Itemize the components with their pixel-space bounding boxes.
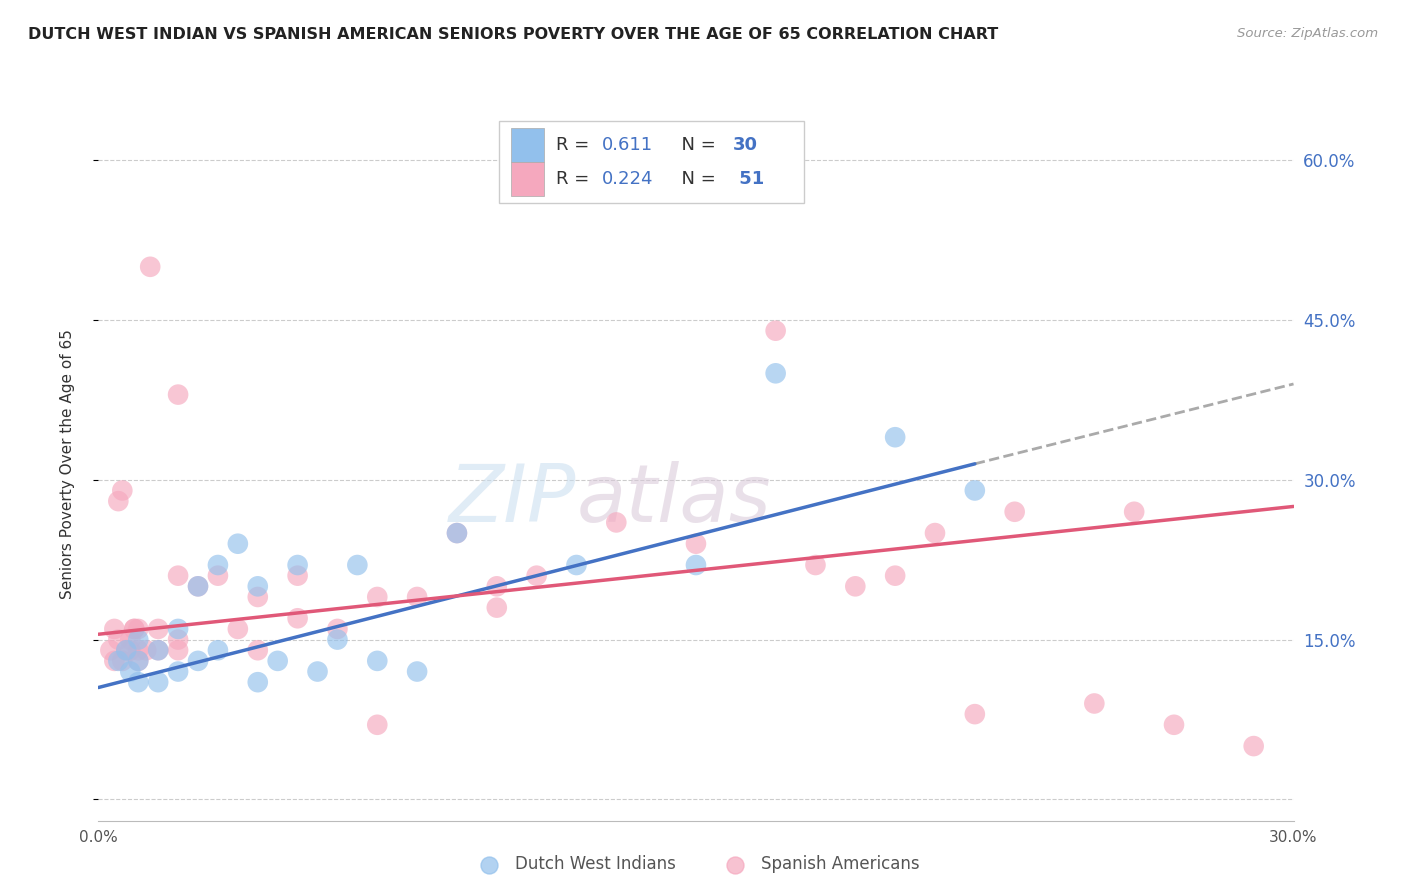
Point: [111, 654, 134, 668]
Point: [844, 579, 866, 593]
Point: [167, 568, 190, 582]
Text: N =: N =: [669, 136, 721, 153]
Point: [1163, 718, 1185, 732]
Point: [115, 643, 138, 657]
FancyBboxPatch shape: [499, 121, 804, 203]
Point: [287, 568, 309, 582]
Point: [307, 665, 329, 679]
Point: [765, 367, 787, 381]
Point: [1083, 697, 1105, 711]
Point: [246, 579, 269, 593]
Point: [485, 579, 508, 593]
Point: [685, 558, 707, 572]
Point: [207, 643, 229, 657]
Point: [107, 494, 129, 508]
Point: [120, 643, 142, 657]
Point: [124, 622, 146, 636]
Point: [167, 643, 190, 657]
Text: 0.611: 0.611: [602, 136, 652, 153]
Y-axis label: Seniors Poverty Over the Age of 65: Seniors Poverty Over the Age of 65: [60, 329, 75, 599]
Point: [246, 675, 269, 690]
Point: [485, 600, 508, 615]
Point: [127, 643, 149, 657]
Legend: Dutch West Indians, Spanish Americans: Dutch West Indians, Spanish Americans: [465, 849, 927, 880]
Point: [167, 632, 190, 647]
Point: [167, 622, 190, 636]
Point: [207, 558, 229, 572]
Text: 30: 30: [733, 136, 758, 153]
Point: [127, 654, 149, 668]
Text: atlas: atlas: [576, 460, 772, 539]
Text: 51: 51: [733, 170, 765, 188]
Text: N =: N =: [669, 170, 721, 188]
Point: [167, 387, 190, 401]
Point: [963, 483, 986, 498]
Point: [765, 324, 787, 338]
Point: [287, 558, 309, 572]
Point: [103, 622, 125, 636]
Point: [804, 558, 827, 572]
Point: [148, 675, 170, 690]
Point: [366, 718, 388, 732]
Point: [924, 526, 946, 541]
Point: [287, 611, 309, 625]
Point: [107, 654, 129, 668]
Point: [107, 632, 129, 647]
Point: [884, 568, 907, 582]
Text: DUTCH WEST INDIAN VS SPANISH AMERICAN SENIORS POVERTY OVER THE AGE OF 65 CORRELA: DUTCH WEST INDIAN VS SPANISH AMERICAN SE…: [28, 27, 998, 42]
Point: [406, 665, 429, 679]
Text: R =: R =: [557, 170, 595, 188]
Point: [884, 430, 907, 444]
Point: [1123, 505, 1146, 519]
Point: [685, 537, 707, 551]
Point: [346, 558, 368, 572]
Point: [326, 632, 349, 647]
Point: [446, 526, 468, 541]
Point: [963, 707, 986, 722]
Point: [127, 654, 149, 668]
FancyBboxPatch shape: [510, 128, 544, 162]
Point: [366, 654, 388, 668]
Text: R =: R =: [557, 136, 595, 153]
Point: [267, 654, 290, 668]
Point: [246, 590, 269, 604]
Point: [187, 579, 209, 593]
Point: [366, 590, 388, 604]
Point: [115, 643, 138, 657]
Point: [135, 643, 157, 657]
Point: [148, 622, 170, 636]
Point: [124, 622, 146, 636]
Point: [127, 632, 149, 647]
Point: [446, 526, 468, 541]
Text: ZIP: ZIP: [449, 460, 576, 539]
Text: Source: ZipAtlas.com: Source: ZipAtlas.com: [1237, 27, 1378, 40]
Point: [226, 622, 249, 636]
Point: [605, 516, 627, 530]
Point: [139, 260, 162, 274]
Point: [127, 675, 149, 690]
Point: [111, 483, 134, 498]
Point: [100, 643, 122, 657]
Point: [148, 643, 170, 657]
Point: [148, 643, 170, 657]
Point: [167, 665, 190, 679]
Point: [207, 568, 229, 582]
Point: [226, 537, 249, 551]
Point: [246, 643, 269, 657]
Text: 0.224: 0.224: [602, 170, 652, 188]
Point: [120, 665, 142, 679]
Point: [565, 558, 588, 572]
FancyBboxPatch shape: [510, 162, 544, 196]
Point: [406, 590, 429, 604]
Point: [103, 654, 125, 668]
Point: [127, 622, 149, 636]
Point: [120, 632, 142, 647]
Point: [326, 622, 349, 636]
Point: [1243, 739, 1265, 753]
Point: [187, 579, 209, 593]
Point: [526, 568, 548, 582]
Point: [1004, 505, 1026, 519]
Point: [187, 654, 209, 668]
